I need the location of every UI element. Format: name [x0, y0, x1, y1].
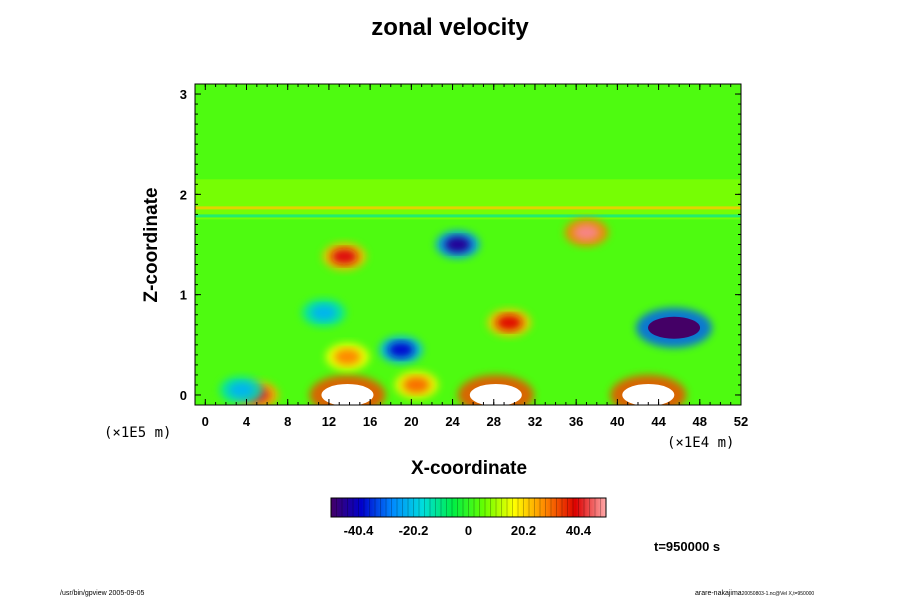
footer-command: /usr/bin/gpview 2005-09-05: [60, 590, 145, 597]
x-scale-factor: (×1E4 m): [667, 435, 735, 451]
x-tick-label: 4: [243, 414, 251, 429]
field-band-line: [195, 214, 741, 218]
velocity-feature: [496, 314, 523, 331]
y-scale-factor: (×1E5 m): [104, 425, 172, 441]
y-tick-label: 1: [180, 288, 187, 303]
x-tick-label: 20: [404, 414, 418, 429]
timestamp-label: t=950000 s: [654, 539, 721, 554]
x-tick-label: 48: [693, 414, 707, 429]
field-band-line: [195, 206, 741, 210]
footer-source-main: arare-nakajima: [695, 590, 742, 597]
velocity-feature: [388, 341, 415, 358]
x-tick-label: 36: [569, 414, 583, 429]
x-tick-label: 40: [610, 414, 624, 429]
velocity-feature: [228, 381, 255, 398]
y-tick-label: 0: [180, 388, 187, 403]
velocity-feature: [469, 383, 522, 405]
x-axis-label: X-coordinate: [410, 458, 528, 479]
colorbar: -40.4 -20.2 0 20.2 40.4: [330, 497, 607, 538]
footer-source-file: 20050803-1.nc@Vel X,t=950000: [741, 591, 815, 597]
colorbar-tick-label: 40.4: [566, 523, 592, 538]
velocity-feature: [321, 383, 374, 405]
chart-title: zonal velocity: [371, 14, 529, 41]
velocity-feature: [331, 248, 358, 265]
velocity-feature: [444, 236, 471, 253]
velocity-feature: [622, 383, 675, 405]
y-tick-label: 2: [180, 187, 187, 202]
footer-source: arare-nakajima20050803-1.nc@Vel X,t=9500…: [695, 590, 814, 597]
velocity-feature: [573, 224, 600, 241]
x-tick-label: 12: [322, 414, 336, 429]
x-tick-label: 16: [363, 414, 377, 429]
y-tick-label: 3: [180, 87, 187, 102]
velocity-field: [195, 84, 741, 405]
colorbar-tick-label: 0: [465, 523, 472, 538]
x-tick-label: 24: [445, 414, 460, 429]
plot-area: [195, 84, 741, 405]
x-tick-label: 32: [528, 414, 542, 429]
colorbar-tick-label: -20.2: [399, 523, 429, 538]
velocity-feature: [648, 316, 701, 339]
x-tick-label: 28: [487, 414, 501, 429]
x-tick-label: 44: [651, 414, 666, 429]
colorbar-tick-label: 20.2: [511, 523, 536, 538]
velocity-feature: [403, 376, 430, 393]
x-tick-label: 0: [202, 414, 209, 429]
field-band: [195, 179, 741, 220]
velocity-feature: [310, 304, 337, 321]
velocity-feature: [334, 348, 361, 365]
x-tick-label: 52: [734, 414, 748, 429]
colorbar-tick-label: -40.4: [344, 523, 374, 538]
x-tick-label: 8: [284, 414, 291, 429]
